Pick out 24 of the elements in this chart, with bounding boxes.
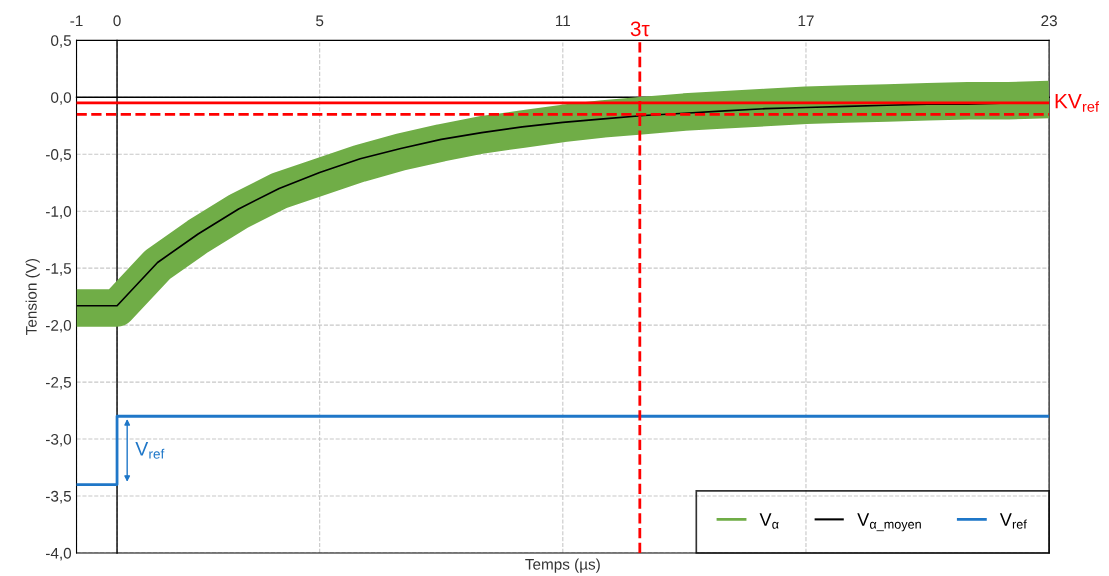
y-axis-title: Tension (V) bbox=[25, 258, 40, 335]
x-tick-label: 17 bbox=[798, 15, 814, 27]
y-tick-label: -3,0 bbox=[46, 433, 72, 447]
legend-label: V$_{α}$ bbox=[759, 513, 779, 529]
y-tick-label: -0,5 bbox=[46, 149, 72, 162]
x-tick-label: 5 bbox=[316, 15, 324, 27]
legend-label: V$_{α_moyen}$ bbox=[857, 513, 921, 532]
x-tick-label: 23 bbox=[1041, 15, 1057, 27]
ref-line-label: 3τ bbox=[630, 21, 650, 37]
y-tick-label: -3,5 bbox=[46, 490, 72, 504]
x-axis-title: Temps (µs) bbox=[525, 558, 600, 573]
y-tick-label: -1,0 bbox=[46, 206, 72, 219]
ref-line-label: KV$_{ref}$ bbox=[1055, 93, 1100, 112]
y-tick-label: 0,5 bbox=[51, 35, 72, 48]
legend-label: V$_{ref}$ bbox=[999, 513, 1027, 529]
y-tick-label: -2,5 bbox=[46, 376, 72, 390]
y-tick-label: -1,5 bbox=[46, 263, 72, 276]
annotation: V$_{ref}$ bbox=[135, 442, 165, 459]
y-tick-label: 0,0 bbox=[51, 92, 72, 105]
y-tick-label: -4,0 bbox=[46, 547, 72, 561]
x-tick-label: 11 bbox=[556, 15, 571, 27]
y-tick-label: -2,0 bbox=[46, 319, 72, 333]
x-tick-label: 0 bbox=[113, 15, 121, 27]
x-tick-label: -1 bbox=[70, 15, 83, 27]
